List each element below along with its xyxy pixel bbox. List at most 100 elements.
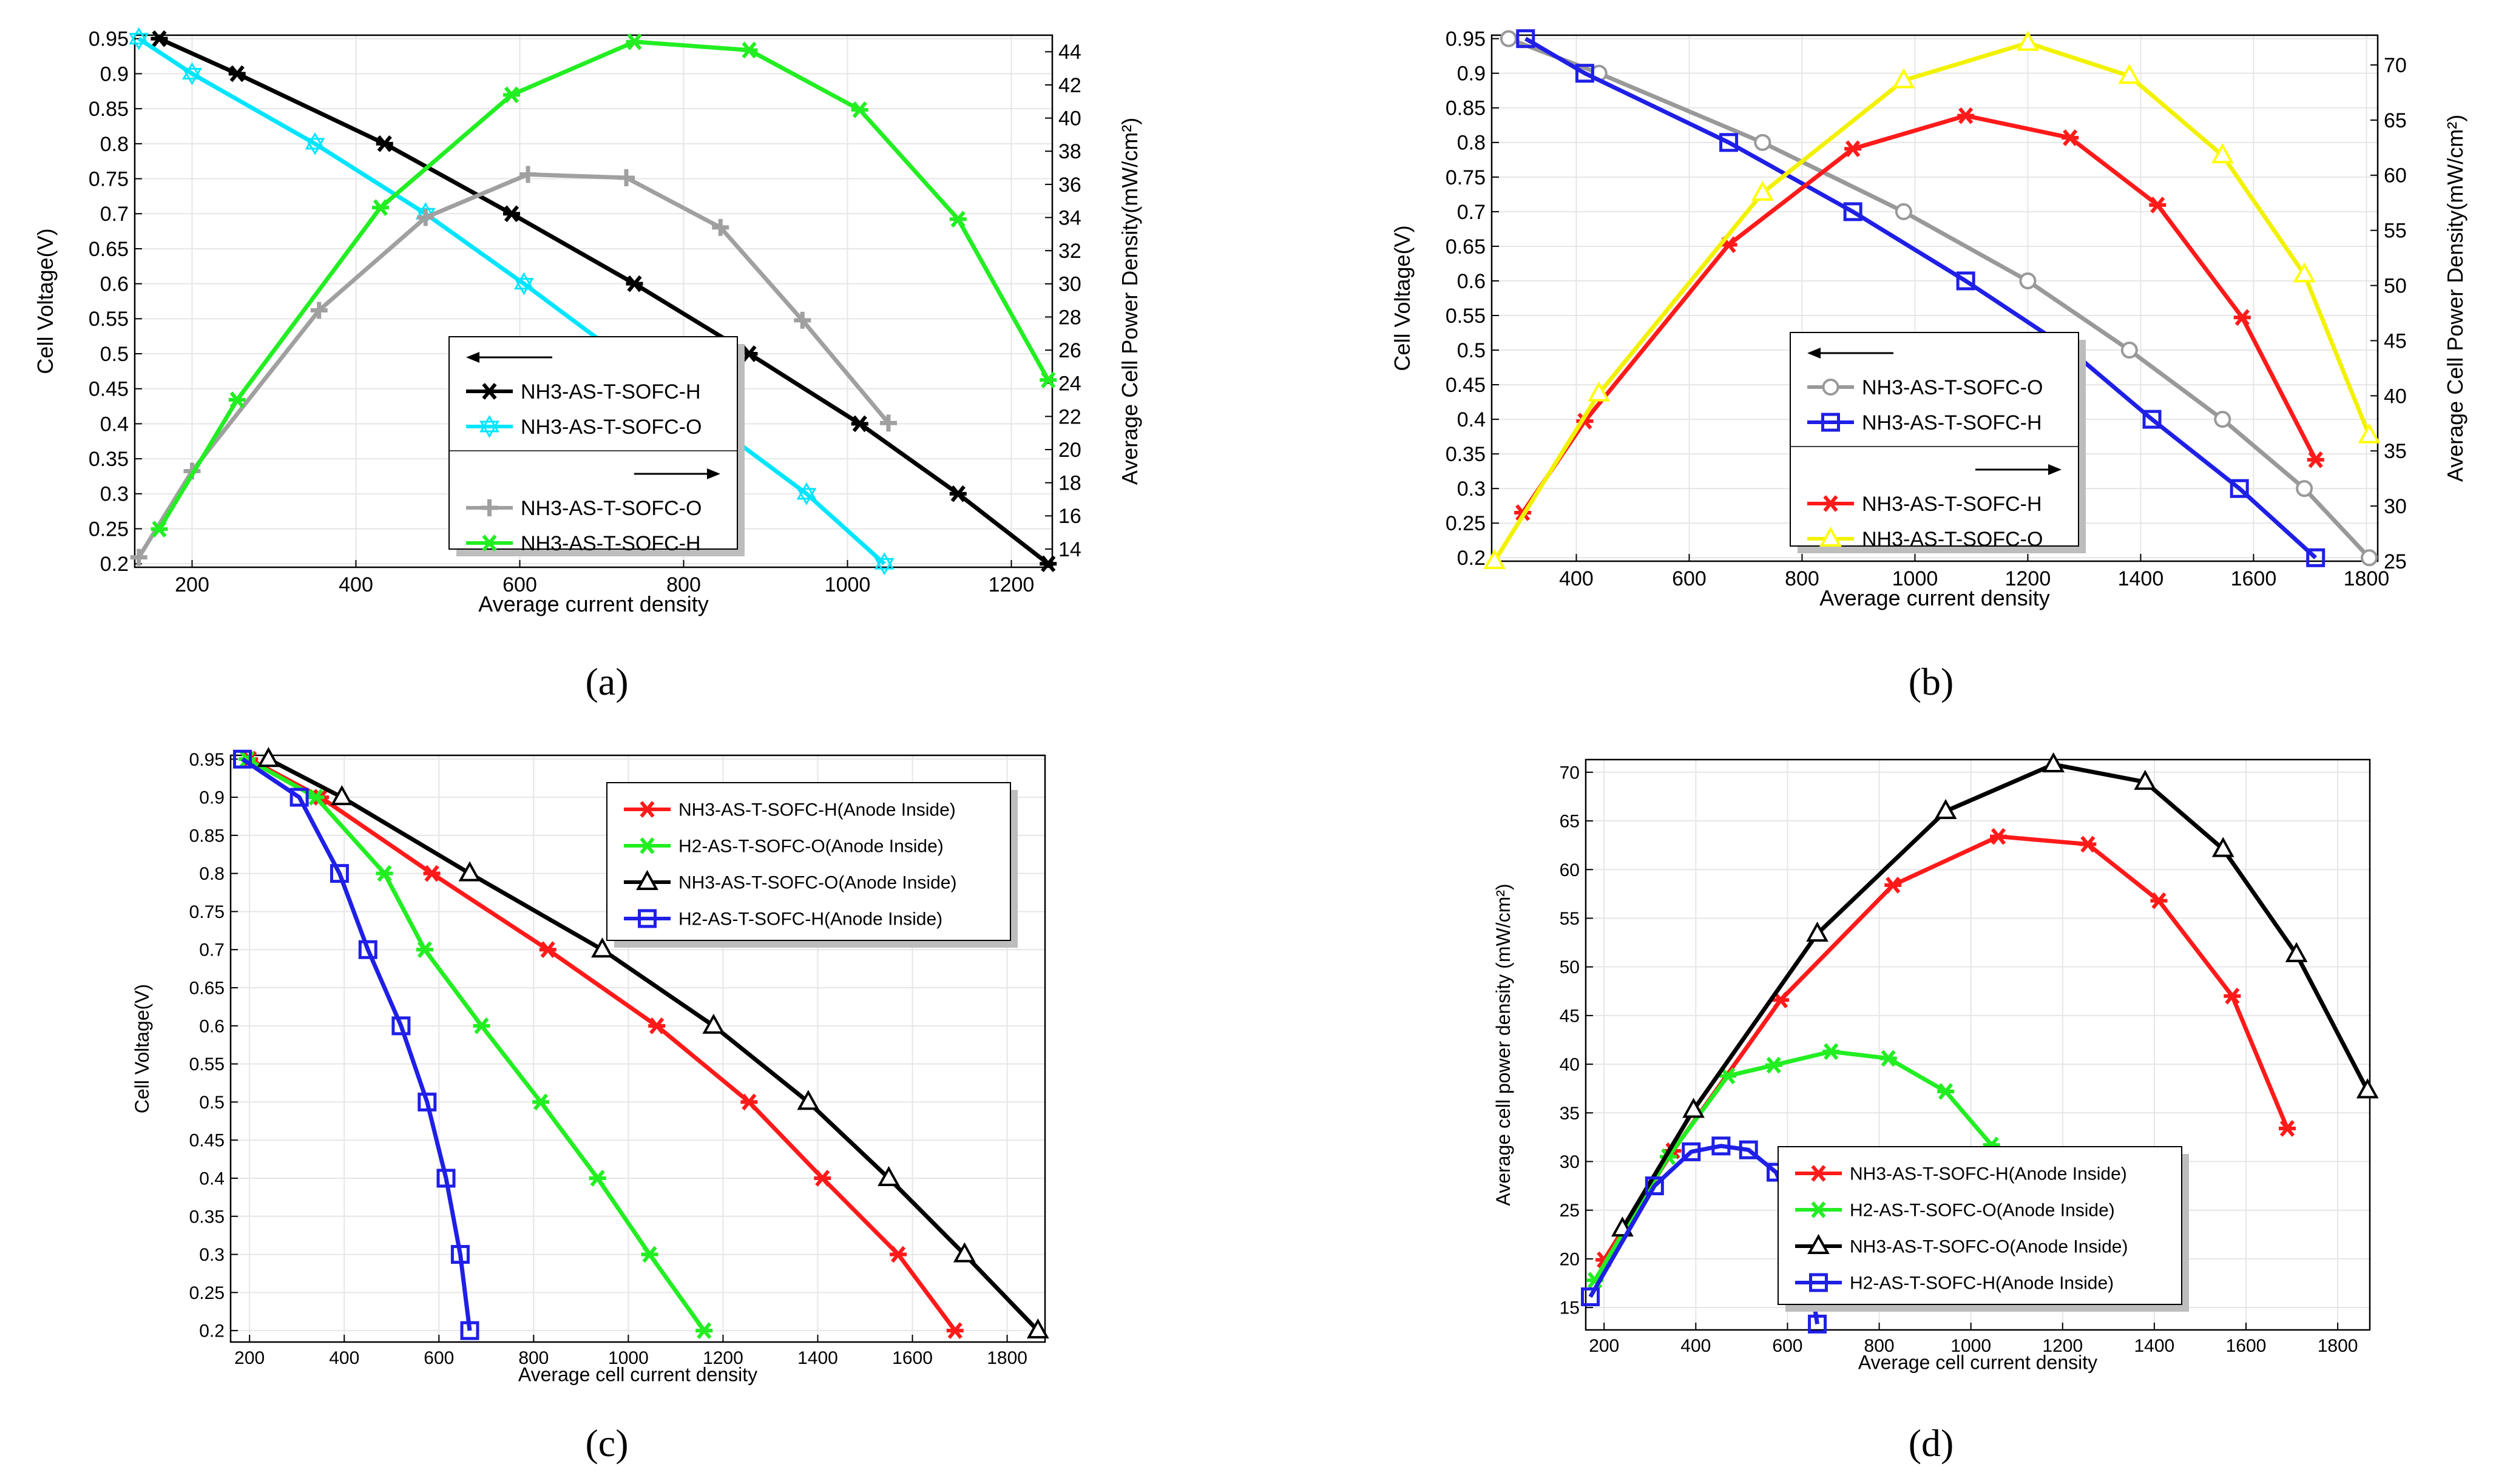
y-tick-label: 40	[1560, 1055, 1580, 1075]
series-3	[1514, 107, 2324, 521]
y-tick-label: 20	[1560, 1249, 1580, 1269]
data-point	[1810, 1165, 1827, 1182]
data-point	[638, 801, 656, 818]
legend-box	[606, 782, 1011, 941]
data-point	[417, 209, 435, 226]
hexagram-part	[129, 33, 149, 50]
legend-box	[1778, 1146, 2182, 1305]
data-point	[1934, 798, 1957, 820]
hexagram-part	[513, 272, 534, 290]
y-tick-label: 0.85	[1446, 97, 1486, 120]
data-point	[2118, 64, 2141, 84]
data-point	[2149, 197, 2167, 214]
y-tick-label: 30	[1560, 1152, 1580, 1172]
asterisk-marker	[423, 865, 441, 882]
asterisk-marker	[1844, 140, 1862, 158]
asterisk-marker	[481, 383, 498, 400]
x-tick-label: 400	[1680, 1336, 1711, 1356]
data-point	[1879, 1050, 1897, 1067]
series-3	[257, 747, 1049, 1339]
chart-panel-b: 400 600 800 1000 1200 1400 1600 1800 0.2 0.25 0.3 0…	[1390, 28, 2468, 703]
x-tick-label: 200	[175, 573, 209, 596]
data-point	[1819, 526, 1842, 547]
y-tick-label: 0.65	[189, 979, 225, 999]
asterisk-marker	[2233, 309, 2251, 326]
data-point	[2134, 769, 2157, 790]
data-point	[796, 482, 817, 505]
data-point	[376, 135, 393, 152]
data-point	[1956, 271, 1975, 291]
data-point	[129, 27, 149, 50]
x-axis-label: Average current density	[1819, 585, 2050, 610]
y-tick-label: 55	[1560, 909, 1580, 929]
asterisk-marker	[851, 101, 868, 118]
legend-label: H2-AS-T-SOFC-O(Anode Inside)	[1850, 1201, 2115, 1221]
data-point	[2361, 549, 2378, 567]
y-tick-label: 0.45	[189, 1131, 225, 1151]
legend: NH3-AS-T-SOFC-H(Anode Inside) H2-AS-T-SOF…	[1778, 1146, 2189, 1312]
y2-tick-label: 35	[2384, 440, 2407, 463]
asterisk-marker	[814, 1170, 831, 1187]
data-point	[1808, 1314, 1827, 1334]
y2-axis-label: Average Cell Power Density(mW/cm²)	[1117, 118, 1142, 485]
x-tick-label: 600	[424, 1348, 454, 1368]
data-point	[946, 1322, 964, 1339]
data-point	[473, 1017, 490, 1034]
data-point	[519, 166, 536, 183]
data-point	[648, 1017, 666, 1034]
y2-tick-label: 34	[1058, 206, 1081, 229]
y2-tick-label: 65	[2384, 109, 2407, 132]
data-point	[1822, 1043, 1840, 1061]
x-tick-label: 1800	[987, 1348, 1027, 1368]
asterisk-marker	[228, 65, 246, 83]
data-point	[2356, 1078, 2379, 1099]
hexagram-part	[129, 27, 149, 45]
data-point	[2358, 423, 2381, 444]
asterisk-marker	[503, 205, 520, 223]
y-tick-label: 0.25	[1446, 512, 1486, 535]
data-point	[1765, 1056, 1782, 1074]
asterisk-marker	[1990, 828, 2007, 845]
y2-tick-label: 24	[1058, 373, 1081, 396]
data-point	[1884, 877, 1902, 894]
x-tick-label: 200	[234, 1348, 265, 1368]
legend-label: NH3-AS-T-SOFC-O(Anode Inside)	[678, 873, 956, 893]
data-point	[2230, 479, 2249, 498]
asterisk-marker	[532, 1093, 550, 1111]
data-point	[626, 33, 643, 50]
plot-frame	[1585, 758, 2371, 1331]
hexagram-part	[796, 482, 817, 500]
data-point	[1822, 495, 1839, 512]
y-axis-label: Cell Voltage(V)	[131, 984, 153, 1113]
data-point	[330, 784, 353, 806]
data-point	[458, 861, 481, 882]
data-point	[2279, 1120, 2296, 1137]
data-point	[1895, 203, 1912, 220]
asterisk-marker	[307, 789, 325, 806]
y-tick-label: 0.25	[189, 1283, 225, 1303]
asterisk-marker	[638, 837, 656, 854]
asterisk-marker	[695, 1322, 713, 1339]
asterisk-marker	[2279, 1120, 2296, 1137]
y2-tick-label: 55	[2384, 220, 2407, 243]
asterisk-marker	[890, 1246, 907, 1263]
series-line	[1524, 36, 2318, 559]
asterisk-marker	[1822, 1043, 1840, 1061]
y-tick-label: 0.85	[89, 98, 129, 121]
x-tick-label: 1200	[703, 1348, 743, 1368]
asterisk-marker	[1822, 495, 1839, 512]
data-point	[740, 41, 758, 59]
legend-label: NH3-AS-T-SOFC-H(Anode Inside)	[678, 800, 956, 820]
asterisk-marker	[740, 41, 758, 59]
data-point	[2150, 892, 2168, 909]
y2-tick-label: 40	[1058, 107, 1081, 130]
asterisk-marker	[473, 1017, 490, 1034]
y2-tick-label: 70	[2384, 54, 2407, 77]
series-line	[1593, 1049, 1994, 1281]
asterisk-marker	[2079, 835, 2097, 853]
data-point	[641, 1246, 658, 1263]
data-point	[2306, 548, 2326, 567]
data-point	[2224, 987, 2241, 1005]
data-point	[814, 1170, 831, 1187]
asterisk-marker	[648, 1017, 666, 1034]
